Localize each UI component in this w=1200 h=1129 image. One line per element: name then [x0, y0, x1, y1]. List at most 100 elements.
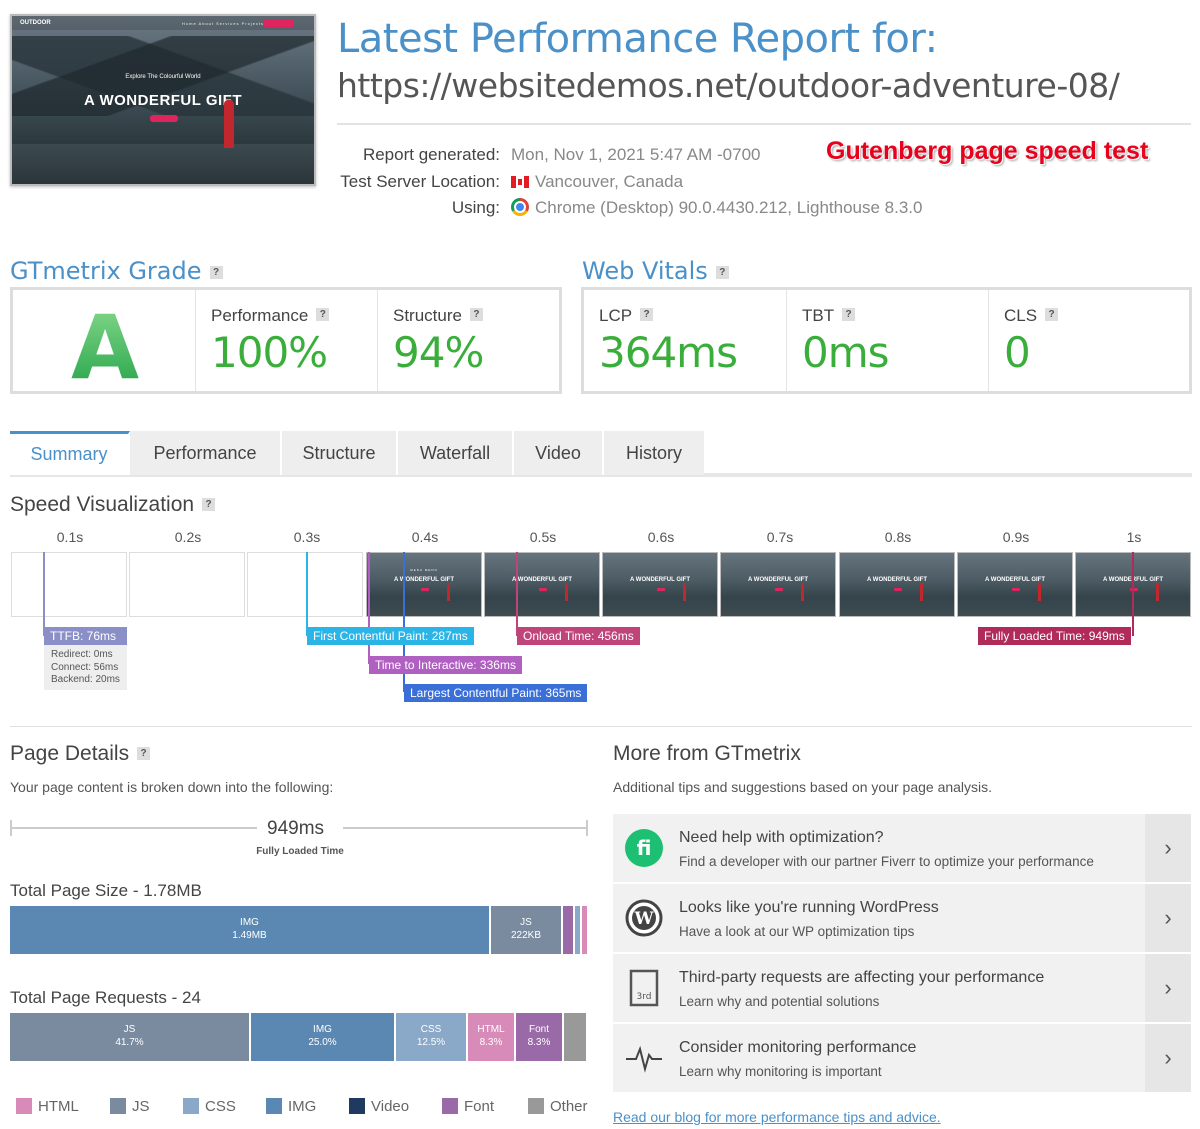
frame-button	[1012, 588, 1020, 591]
meta-value-location: Vancouver, Canada	[511, 172, 683, 192]
filmstrip-frame[interactable]: A WONDERFUL GIFT	[957, 552, 1073, 617]
blog-link[interactable]: Read our blog for more performance tips …	[613, 1109, 941, 1125]
filmstrip-frame[interactable]: A WONDERFUL GIFT	[602, 552, 718, 617]
help-icon[interactable]: ?	[316, 308, 330, 321]
tab-summary[interactable]: Summary	[10, 431, 130, 475]
more-item-fiverr[interactable]: fi Need help with optimization? Find a d…	[613, 814, 1191, 882]
lcp-value: 364ms	[599, 328, 738, 377]
thumbnail-headline: A WONDERFUL GIFT	[84, 92, 242, 109]
tab-performance[interactable]: Performance	[130, 431, 282, 475]
lcp-marker: Largest Contentful Paint: 365ms	[404, 684, 588, 702]
thumbnail-cta	[264, 19, 294, 27]
web-vitals-title: Web Vitals	[582, 257, 708, 285]
legend-swatch	[183, 1098, 199, 1114]
more-item-title: Need help with optimization?	[679, 829, 884, 846]
bar-segment-js: JS 41.7%	[10, 1013, 249, 1061]
legend-font: Font	[442, 1098, 494, 1115]
overlay-caption: Gutenberg page speed test	[826, 137, 1149, 165]
help-icon[interactable]: ?	[469, 308, 483, 321]
legend-css: CSS	[183, 1098, 236, 1115]
gtmetrix-grade-title: GTmetrix Grade	[10, 257, 202, 285]
grade-panel: A Performance? 100% Structure? 94%	[10, 287, 562, 399]
structure-label-text: Structure	[393, 306, 462, 325]
tab-history[interactable]: History	[604, 431, 704, 475]
legend-label: CSS	[205, 1098, 236, 1115]
frame-button	[421, 588, 429, 591]
location-text: Vancouver, Canada	[535, 172, 684, 191]
canada-flag-icon	[511, 176, 529, 188]
bar-segment-other	[575, 906, 580, 954]
bar-segment-js: JS 222KB	[491, 906, 561, 954]
more-item-wordpress[interactable]: W Looks like you're running WordPress Ha…	[613, 884, 1191, 952]
cls-label-text: CLS	[1004, 306, 1038, 325]
more-item-monitoring[interactable]: Consider monitoring performance Learn wh…	[613, 1024, 1191, 1092]
help-icon[interactable]: ?	[1045, 308, 1059, 321]
more-item-third-party[interactable]: 3rd Third-party requests are affecting y…	[613, 954, 1191, 1022]
lcp-label: LCP?	[599, 306, 654, 326]
frame-headline: A WONDERFUL GIFT	[867, 577, 927, 583]
performance-label-text: Performance	[211, 306, 309, 325]
page-details-intro: Your page content is broken down into th…	[10, 779, 334, 795]
browser-text: Chrome (Desktop) 90.0.4430.212, Lighthou…	[535, 198, 923, 217]
thumbnail-lake	[12, 144, 314, 184]
filmstrip-frame[interactable]: A WONDERFUL GIFT	[839, 552, 955, 617]
filmstrip-frame[interactable]	[129, 552, 245, 617]
tab-video[interactable]: Video	[514, 431, 604, 475]
thumbnail-button	[150, 115, 178, 122]
tab-waterfall[interactable]: Waterfall	[398, 431, 514, 475]
tick-label: 0.3s	[293, 529, 321, 545]
segment-value: 25.0%	[308, 1036, 337, 1048]
more-item-subtitle: Find a developer with our partner Fiverr…	[679, 854, 1094, 869]
legend-img: IMG	[266, 1098, 316, 1115]
legend-other: Other	[528, 1098, 588, 1115]
structure-score: Structure? 94%	[377, 290, 559, 391]
help-icon[interactable]: ?	[842, 308, 856, 321]
chevron-right-icon[interactable]: ›	[1145, 954, 1191, 1022]
filmstrip-frame[interactable]: MENU MENU A WONDERFUL GIFT	[366, 552, 482, 617]
filmstrip-frame[interactable]: A WONDERFUL GIFT	[484, 552, 600, 617]
legend-label: Video	[371, 1098, 410, 1115]
bar-segment-other	[564, 1013, 586, 1061]
thumbnail-mountains	[12, 36, 314, 116]
redirect-time: Redirect: 0ms	[51, 649, 113, 660]
filmstrip-frame[interactable]	[11, 552, 127, 617]
legend-swatch	[110, 1098, 126, 1114]
structure-label: Structure?	[393, 306, 483, 326]
frame-button	[775, 588, 783, 591]
tti-line	[368, 552, 370, 664]
help-icon[interactable]: ?	[209, 266, 223, 279]
more-heading: More from GTmetrix	[613, 742, 801, 765]
more-item-title: Third-party requests are affecting your …	[679, 969, 1045, 986]
help-icon[interactable]: ?	[137, 747, 151, 760]
fully-loaded-label: Fully Loaded Time	[256, 846, 344, 857]
frame-headline: A WONDERFUL GIFT	[985, 577, 1045, 583]
tick-label: 0.1s	[56, 529, 84, 545]
frame-person	[447, 583, 450, 601]
filmstrip-frame[interactable]: A WONDERFUL GIFT	[720, 552, 836, 617]
timeline-line	[343, 827, 588, 829]
frame-button	[539, 588, 547, 591]
segment-value: 8.3%	[479, 1036, 503, 1048]
chevron-right-icon[interactable]: ›	[1145, 814, 1191, 882]
bar-segment-html: HTML 8.3%	[468, 1013, 514, 1061]
thumbnail-subtitle: Explore The Colourful World	[125, 74, 201, 80]
tick-label: 0.4s	[411, 529, 439, 545]
chevron-right-icon[interactable]: ›	[1145, 884, 1191, 952]
cls-label: CLS?	[1004, 306, 1059, 326]
segment-type: CSS	[420, 1024, 442, 1035]
help-icon[interactable]: ?	[640, 308, 654, 321]
performance-label: Performance?	[211, 306, 330, 326]
legend-swatch	[528, 1098, 544, 1114]
filmstrip-frame[interactable]	[247, 552, 363, 617]
chevron-right-icon[interactable]: ›	[1145, 1024, 1191, 1092]
help-icon[interactable]: ?	[715, 266, 729, 279]
more-item-subtitle: Have a look at our WP optimization tips	[679, 924, 915, 939]
meta-value-using: Chrome (Desktop) 90.0.4430.212, Lighthou…	[511, 198, 922, 218]
tick-label: 0.2s	[174, 529, 202, 545]
help-icon[interactable]: ?	[202, 498, 216, 511]
tab-structure[interactable]: Structure	[282, 431, 398, 475]
segment-type: IMG	[240, 917, 259, 928]
report-url[interactable]: https://websitedemos.net/outdoor-adventu…	[337, 66, 1120, 105]
meta-value-generated: Mon, Nov 1, 2021 5:47 AM -0700	[511, 145, 761, 164]
bar-segment-img: IMG 25.0%	[251, 1013, 394, 1061]
